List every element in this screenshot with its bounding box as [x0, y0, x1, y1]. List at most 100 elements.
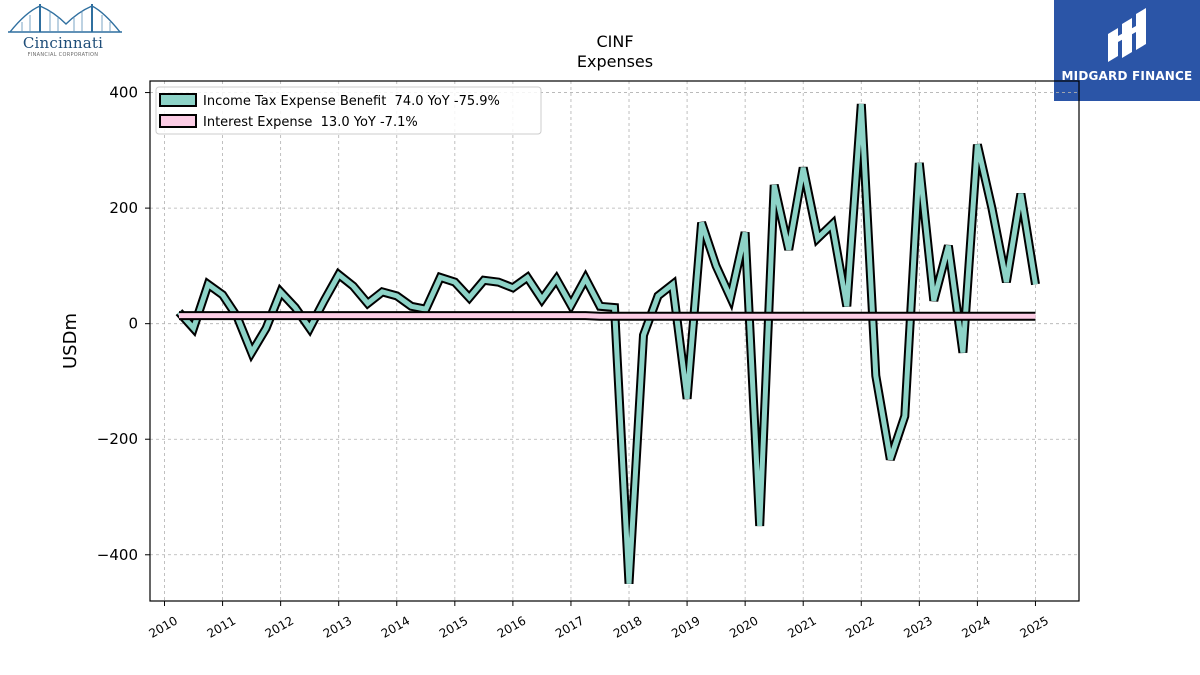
data-point [193, 328, 194, 329]
cincinnati-financial-logo: Cincinnati FINANCIAL CORPORATION [4, 2, 126, 62]
data-point [222, 294, 223, 295]
series-interest-expense [179, 311, 1036, 321]
data-point [570, 315, 571, 316]
data-point [454, 282, 455, 283]
midgard-emblem-icon [1108, 8, 1146, 62]
data-point [991, 316, 992, 317]
data-point [788, 249, 789, 250]
data-point [788, 316, 789, 317]
data-point [469, 297, 470, 298]
data-point [687, 398, 688, 399]
data-point [687, 316, 688, 317]
chart-subtitle: Expenses [577, 52, 653, 71]
data-point [774, 185, 775, 186]
legend-label-income-tax: Income Tax Expense Benefit 74.0 YoY -75.… [203, 94, 500, 109]
data-point [629, 583, 630, 584]
data-point [541, 315, 542, 316]
data-point [295, 307, 296, 308]
cincinnati-brand-name: Cincinnati [22, 34, 104, 52]
data-point [817, 316, 818, 317]
x-tick-label: 2017 [553, 613, 586, 640]
data-point [556, 315, 557, 316]
data-point [933, 316, 934, 317]
data-point [904, 416, 905, 417]
data-point [382, 291, 383, 292]
data-point [672, 316, 673, 317]
y-axis-ticks: −400 −200 0 200 400 [97, 84, 150, 564]
data-point [1035, 284, 1036, 285]
data-point [251, 352, 252, 353]
data-point [890, 316, 891, 317]
data-point [483, 315, 484, 316]
x-tick-label: 2020 [727, 613, 760, 640]
data-point [803, 167, 804, 168]
y-tick-label: −400 [97, 546, 138, 564]
data-point [585, 278, 586, 279]
data-point [716, 316, 717, 317]
data-point [962, 316, 963, 317]
data-point [759, 316, 760, 317]
data-point [353, 286, 354, 287]
data-point [861, 104, 862, 105]
data-point [962, 352, 963, 353]
data-point [658, 295, 659, 296]
chart-title: CINF [596, 32, 633, 51]
data-point [353, 315, 354, 316]
plot-frame [149, 80, 1080, 602]
cincinnati-brand-subtitle: FINANCIAL CORPORATION [27, 52, 99, 58]
data-point [396, 315, 397, 316]
x-tick-label: 2016 [495, 613, 528, 640]
x-tick-label: 2021 [785, 613, 818, 640]
data-point [904, 316, 905, 317]
data-point [701, 222, 702, 223]
data-point [1006, 282, 1007, 283]
data-point [803, 316, 804, 317]
data-point [599, 316, 600, 317]
data-point [512, 287, 513, 288]
x-tick-label: 2025 [1017, 613, 1050, 640]
data-point [701, 316, 702, 317]
data-point [266, 328, 267, 329]
data-point [948, 245, 949, 246]
data-point [280, 291, 281, 292]
data-point [570, 305, 571, 306]
data-point [541, 299, 542, 300]
data-point [208, 284, 209, 285]
data-point [382, 315, 383, 316]
data-point [614, 316, 615, 317]
data-point [599, 306, 600, 307]
data-point [933, 300, 934, 301]
data-point [338, 315, 339, 316]
x-tick-label: 2023 [901, 613, 934, 640]
series-income-tax [175, 103, 1040, 584]
x-axis-ticks: 2010 2011 2012 2013 2014 2015 2016 2017 2018 2019… [147, 601, 1051, 641]
data-point [832, 316, 833, 317]
y-tick-label: 200 [109, 199, 138, 217]
data-point [977, 316, 978, 317]
data-point [832, 224, 833, 225]
data-point [454, 315, 455, 316]
data-point [266, 315, 267, 316]
data-point [280, 315, 281, 316]
data-point [919, 163, 920, 164]
data-point [338, 274, 339, 275]
data-point [846, 316, 847, 317]
data-point [585, 315, 586, 316]
data-point [498, 282, 499, 283]
midgard-finance-logo: MIDGARD FINANCE [1054, 0, 1200, 101]
data-point [179, 315, 180, 316]
y-tick-label: 0 [128, 315, 138, 333]
y-tick-label: 400 [109, 84, 138, 102]
data-point [846, 306, 847, 307]
data-point [251, 315, 252, 316]
x-tick-label: 2012 [263, 613, 296, 640]
legend: Income Tax Expense Benefit 74.0 YoY -75.… [155, 86, 542, 135]
data-point [629, 316, 630, 317]
data-point [614, 307, 615, 308]
data-point [672, 284, 673, 285]
data-point [483, 280, 484, 281]
data-point [759, 525, 760, 526]
data-point [817, 238, 818, 239]
data-point [890, 459, 891, 460]
